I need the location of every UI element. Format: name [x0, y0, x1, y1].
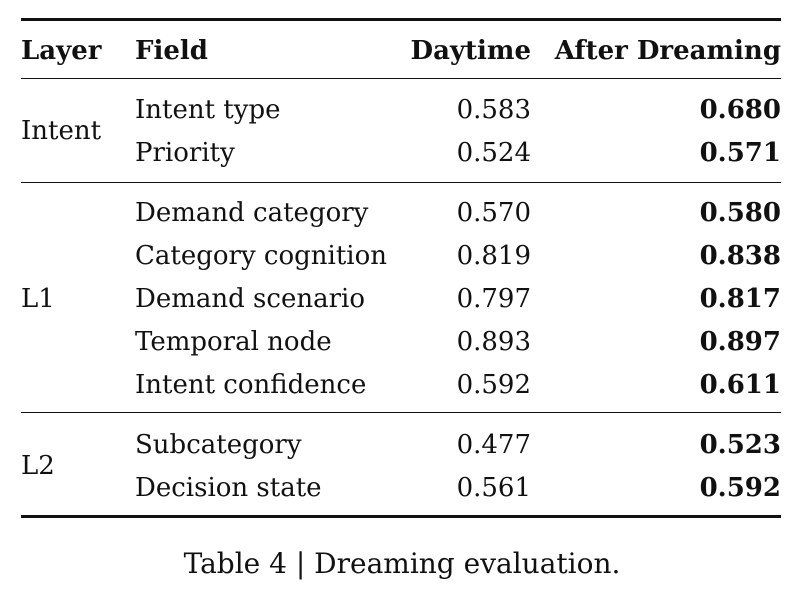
header-rule: [21, 78, 781, 80]
header-after-dreaming: After Dreaming: [554, 36, 781, 66]
table-caption: Table 4 | Dreaming evaluation.: [183, 547, 621, 580]
daytime-cell: 0.583: [456, 95, 531, 125]
daytime-cell: 0.570: [456, 198, 531, 228]
group-rule-1: [21, 182, 781, 184]
after-dreaming-cell: 0.611: [699, 370, 781, 400]
after-dreaming-cell: 0.580: [699, 198, 781, 228]
layer-label-intent: Intent: [21, 116, 102, 146]
top-rule: [21, 18, 781, 21]
layer-label-l1: L1: [21, 284, 55, 314]
after-dreaming-cell: 0.592: [699, 473, 781, 503]
after-dreaming-cell: 0.680: [699, 95, 781, 125]
after-dreaming-cell: 0.817: [699, 284, 781, 314]
daytime-cell: 0.524: [456, 138, 531, 168]
daytime-cell: 0.893: [456, 327, 531, 357]
field-cell: Intent confidence: [135, 370, 367, 400]
group-rule-2: [21, 412, 781, 414]
daytime-cell: 0.592: [456, 370, 531, 400]
daytime-cell: 0.819: [456, 241, 531, 271]
bottom-rule: [21, 515, 781, 518]
field-cell: Subcategory: [135, 430, 302, 460]
daytime-cell: 0.561: [456, 473, 531, 503]
field-cell: Intent type: [135, 95, 281, 125]
daytime-cell: 0.797: [456, 284, 531, 314]
header-daytime: Daytime: [410, 36, 531, 66]
field-cell: Category cognition: [135, 241, 387, 271]
field-cell: Decision state: [135, 473, 322, 503]
header-layer: Layer: [21, 36, 102, 66]
after-dreaming-cell: 0.523: [699, 430, 781, 460]
after-dreaming-cell: 0.571: [699, 138, 781, 168]
field-cell: Temporal node: [135, 327, 332, 357]
field-cell: Priority: [135, 138, 235, 168]
field-cell: Demand scenario: [135, 284, 365, 314]
header-field: Field: [135, 36, 208, 66]
layer-label-l2: L2: [21, 451, 55, 481]
after-dreaming-cell: 0.838: [699, 241, 781, 271]
after-dreaming-cell: 0.897: [699, 327, 781, 357]
daytime-cell: 0.477: [456, 430, 531, 460]
field-cell: Demand category: [135, 198, 369, 228]
